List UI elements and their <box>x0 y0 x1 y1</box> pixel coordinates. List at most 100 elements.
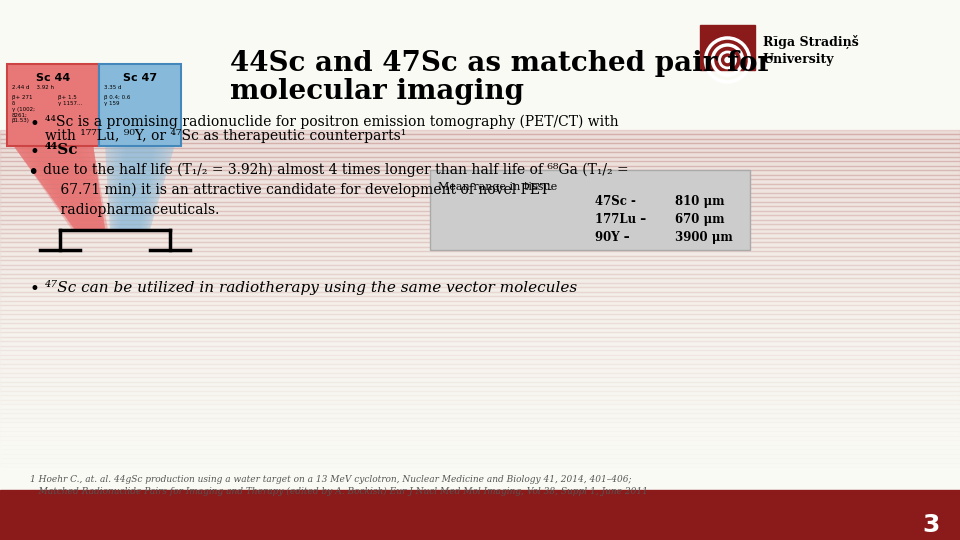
Bar <box>0 413 960 417</box>
Polygon shape <box>105 145 175 230</box>
Bar <box>0 247 960 251</box>
Bar <box>0 179 960 184</box>
Bar <box>0 471 960 476</box>
Text: •: • <box>27 163 38 182</box>
Bar <box>0 449 960 454</box>
Bar <box>0 436 960 440</box>
Polygon shape <box>13 145 105 230</box>
Text: 44Sc and 47Sc as matched pair for: 44Sc and 47Sc as matched pair for <box>230 50 772 77</box>
Bar <box>0 319 960 323</box>
Bar <box>0 377 960 382</box>
Text: ⁴⁴Sc is a promising radionuclide for positron emission tomography (PET/CT) with: ⁴⁴Sc is a promising radionuclide for pos… <box>45 115 618 129</box>
Text: 47Sc -: 47Sc - <box>595 195 636 208</box>
Bar <box>0 292 960 296</box>
Bar <box>0 467 960 471</box>
Polygon shape <box>27 145 103 230</box>
Bar <box>0 363 960 368</box>
Polygon shape <box>111 145 169 230</box>
Text: 3: 3 <box>923 512 940 537</box>
Bar <box>0 242 960 247</box>
Bar <box>0 382 960 386</box>
Bar <box>0 193 960 197</box>
Bar <box>0 274 960 278</box>
Text: Rīga Stradiņš: Rīga Stradiņš <box>763 35 859 49</box>
Bar <box>0 404 960 409</box>
Bar <box>0 197 960 202</box>
Text: 2.44 d    3.92 h: 2.44 d 3.92 h <box>12 85 54 90</box>
Bar <box>0 188 960 193</box>
Bar <box>0 341 960 346</box>
Polygon shape <box>17 145 107 230</box>
Polygon shape <box>13 145 105 230</box>
Bar <box>0 157 960 161</box>
Text: Mean range in tissue: Mean range in tissue <box>438 182 557 192</box>
Bar <box>0 458 960 463</box>
Bar <box>0 296 960 301</box>
Bar <box>0 328 960 332</box>
Polygon shape <box>35 145 100 230</box>
Bar <box>0 359 960 364</box>
Polygon shape <box>13 145 105 230</box>
Polygon shape <box>37 145 99 230</box>
Bar <box>0 278 960 283</box>
Bar <box>0 368 960 373</box>
Bar <box>0 350 960 355</box>
Bar <box>0 206 960 211</box>
Bar <box>0 148 960 152</box>
Polygon shape <box>108 145 172 230</box>
Bar <box>0 305 960 310</box>
Polygon shape <box>13 145 105 230</box>
Polygon shape <box>105 145 175 230</box>
Bar <box>0 332 960 337</box>
Bar <box>0 314 960 319</box>
Bar <box>0 130 960 134</box>
Polygon shape <box>23 145 105 230</box>
Polygon shape <box>13 145 105 230</box>
Bar <box>0 215 960 220</box>
Bar <box>0 134 960 139</box>
Bar <box>430 170 750 250</box>
Bar <box>0 202 960 206</box>
Text: β+ 271
δ
γ (1002;
8261;
β1.53): β+ 271 δ γ (1002; 8261; β1.53) <box>12 95 35 123</box>
Bar <box>0 395 960 400</box>
Bar <box>0 255 960 260</box>
Polygon shape <box>13 145 105 230</box>
Bar <box>0 265 960 269</box>
Text: due to the half life (T₁/₂ = 3.92h) almost 4 times longer than half life of ⁶⁸Ga: due to the half life (T₁/₂ = 3.92h) almo… <box>43 163 629 217</box>
Polygon shape <box>120 145 156 230</box>
Text: •: • <box>30 280 40 298</box>
Polygon shape <box>13 145 105 230</box>
Bar <box>0 490 960 539</box>
Bar <box>0 139 960 144</box>
Polygon shape <box>112 145 167 230</box>
Bar <box>0 440 960 444</box>
Bar <box>0 220 960 224</box>
Polygon shape <box>31 145 101 230</box>
Text: 810 μm: 810 μm <box>675 195 725 208</box>
Text: 177Lu –: 177Lu – <box>595 213 646 226</box>
Polygon shape <box>118 145 158 230</box>
Bar <box>0 422 960 427</box>
Text: molecular imaging: molecular imaging <box>230 78 524 105</box>
Text: β 0.4; 0.6
γ 159: β 0.4; 0.6 γ 159 <box>104 95 131 106</box>
Bar <box>0 309 960 314</box>
Text: with ¹⁷⁷Lu, ⁹⁰Y, or ⁴⁷Sc as therapeutic counterparts¹: with ¹⁷⁷Lu, ⁹⁰Y, or ⁴⁷Sc as therapeutic … <box>45 129 406 143</box>
Polygon shape <box>13 145 105 230</box>
Polygon shape <box>13 145 108 230</box>
Polygon shape <box>29 145 102 230</box>
Polygon shape <box>13 145 105 230</box>
Bar <box>0 323 960 328</box>
Circle shape <box>725 57 730 63</box>
Bar <box>0 224 960 229</box>
Polygon shape <box>13 145 108 230</box>
Bar <box>0 282 960 287</box>
Bar <box>0 175 960 179</box>
Bar <box>0 355 960 359</box>
Bar <box>0 152 960 157</box>
Polygon shape <box>13 145 105 230</box>
Bar <box>0 301 960 305</box>
Bar <box>0 260 960 265</box>
Text: ⁴⁷Sc can be utilized in radiotherapy using the same vector molecules: ⁴⁷Sc can be utilized in radiotherapy usi… <box>45 280 577 295</box>
Polygon shape <box>15 145 108 230</box>
Bar <box>0 166 960 170</box>
